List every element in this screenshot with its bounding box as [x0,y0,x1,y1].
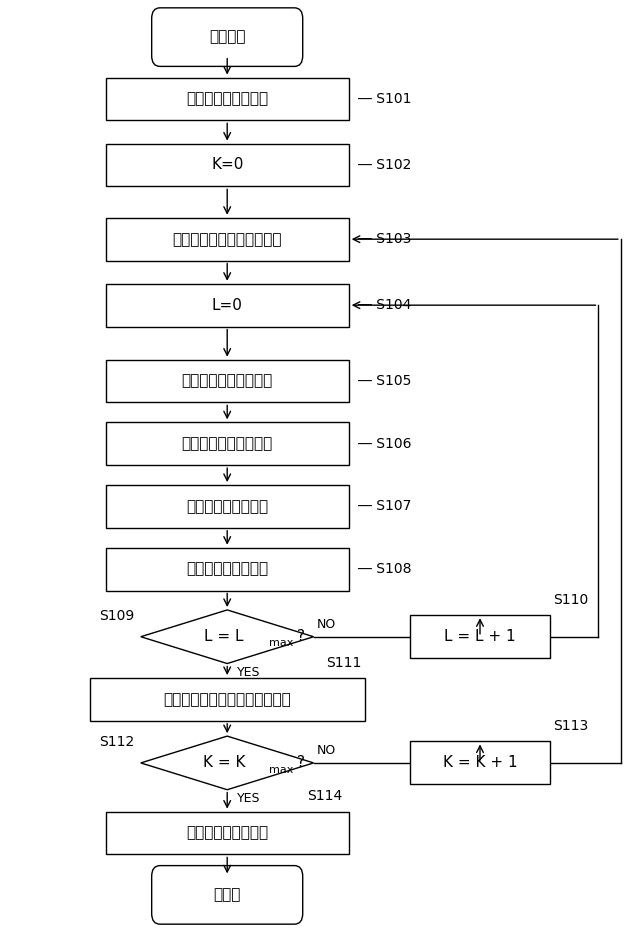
Text: ― S106: ― S106 [358,437,412,451]
FancyBboxPatch shape [106,144,349,186]
FancyBboxPatch shape [106,77,349,120]
Text: ― S101: ― S101 [358,92,412,106]
Text: L = L + 1: L = L + 1 [444,629,516,644]
FancyBboxPatch shape [106,422,349,465]
Text: ?: ? [297,756,305,771]
Text: ― S105: ― S105 [358,374,412,388]
FancyBboxPatch shape [90,678,365,720]
Text: 推定パラメータを設定する: 推定パラメータを設定する [172,232,282,247]
Text: ― S107: ― S107 [358,500,412,514]
Text: S109: S109 [99,610,134,624]
Text: 管網解析を実行する: 管網解析を実行する [186,499,268,514]
Text: K = K + 1: K = K + 1 [443,756,517,771]
Polygon shape [141,736,314,789]
Text: S110: S110 [554,593,589,607]
Text: NO: NO [317,744,336,757]
Text: NO: NO [317,618,336,631]
Text: max: max [269,638,294,649]
Text: ― S102: ― S102 [358,158,412,172]
Text: 節点流出量を算出する: 節点流出量を算出する [182,436,273,451]
Text: L = L: L = L [204,629,244,644]
Text: ― S104: ― S104 [358,298,412,312]
Text: S114: S114 [307,789,342,803]
FancyBboxPatch shape [106,485,349,528]
Text: 漏水診断を実行する: 漏水診断を実行する [186,826,268,841]
Text: ?: ? [297,629,305,644]
Text: K=0: K=0 [211,158,243,172]
Text: 節点漏水量の推定値を決定する: 節点漏水量の推定値を決定する [163,692,291,706]
FancyBboxPatch shape [106,360,349,403]
Text: エンド: エンド [214,887,241,902]
FancyBboxPatch shape [106,283,349,326]
Text: K = K: K = K [203,756,245,771]
FancyBboxPatch shape [106,218,349,261]
Text: 圧力誤差を算出する: 圧力誤差を算出する [186,562,268,577]
FancyBboxPatch shape [152,7,303,66]
FancyBboxPatch shape [152,866,303,925]
Text: ― S103: ― S103 [358,232,412,246]
Text: S113: S113 [554,720,589,733]
Text: スタート: スタート [209,30,246,45]
Text: max: max [269,764,294,774]
Text: YES: YES [237,666,260,679]
Text: 総漏水量を算出する: 総漏水量を算出する [186,91,268,106]
Text: S112: S112 [99,735,134,749]
Polygon shape [141,610,314,664]
Text: 仮想漏水量を設定する: 仮想漏水量を設定する [182,374,273,389]
FancyBboxPatch shape [410,615,550,658]
FancyBboxPatch shape [410,742,550,785]
Text: ― S108: ― S108 [358,562,412,576]
Text: S111: S111 [326,656,362,670]
FancyBboxPatch shape [106,812,349,855]
Text: YES: YES [237,792,260,805]
Text: L=0: L=0 [212,297,243,312]
FancyBboxPatch shape [106,548,349,591]
